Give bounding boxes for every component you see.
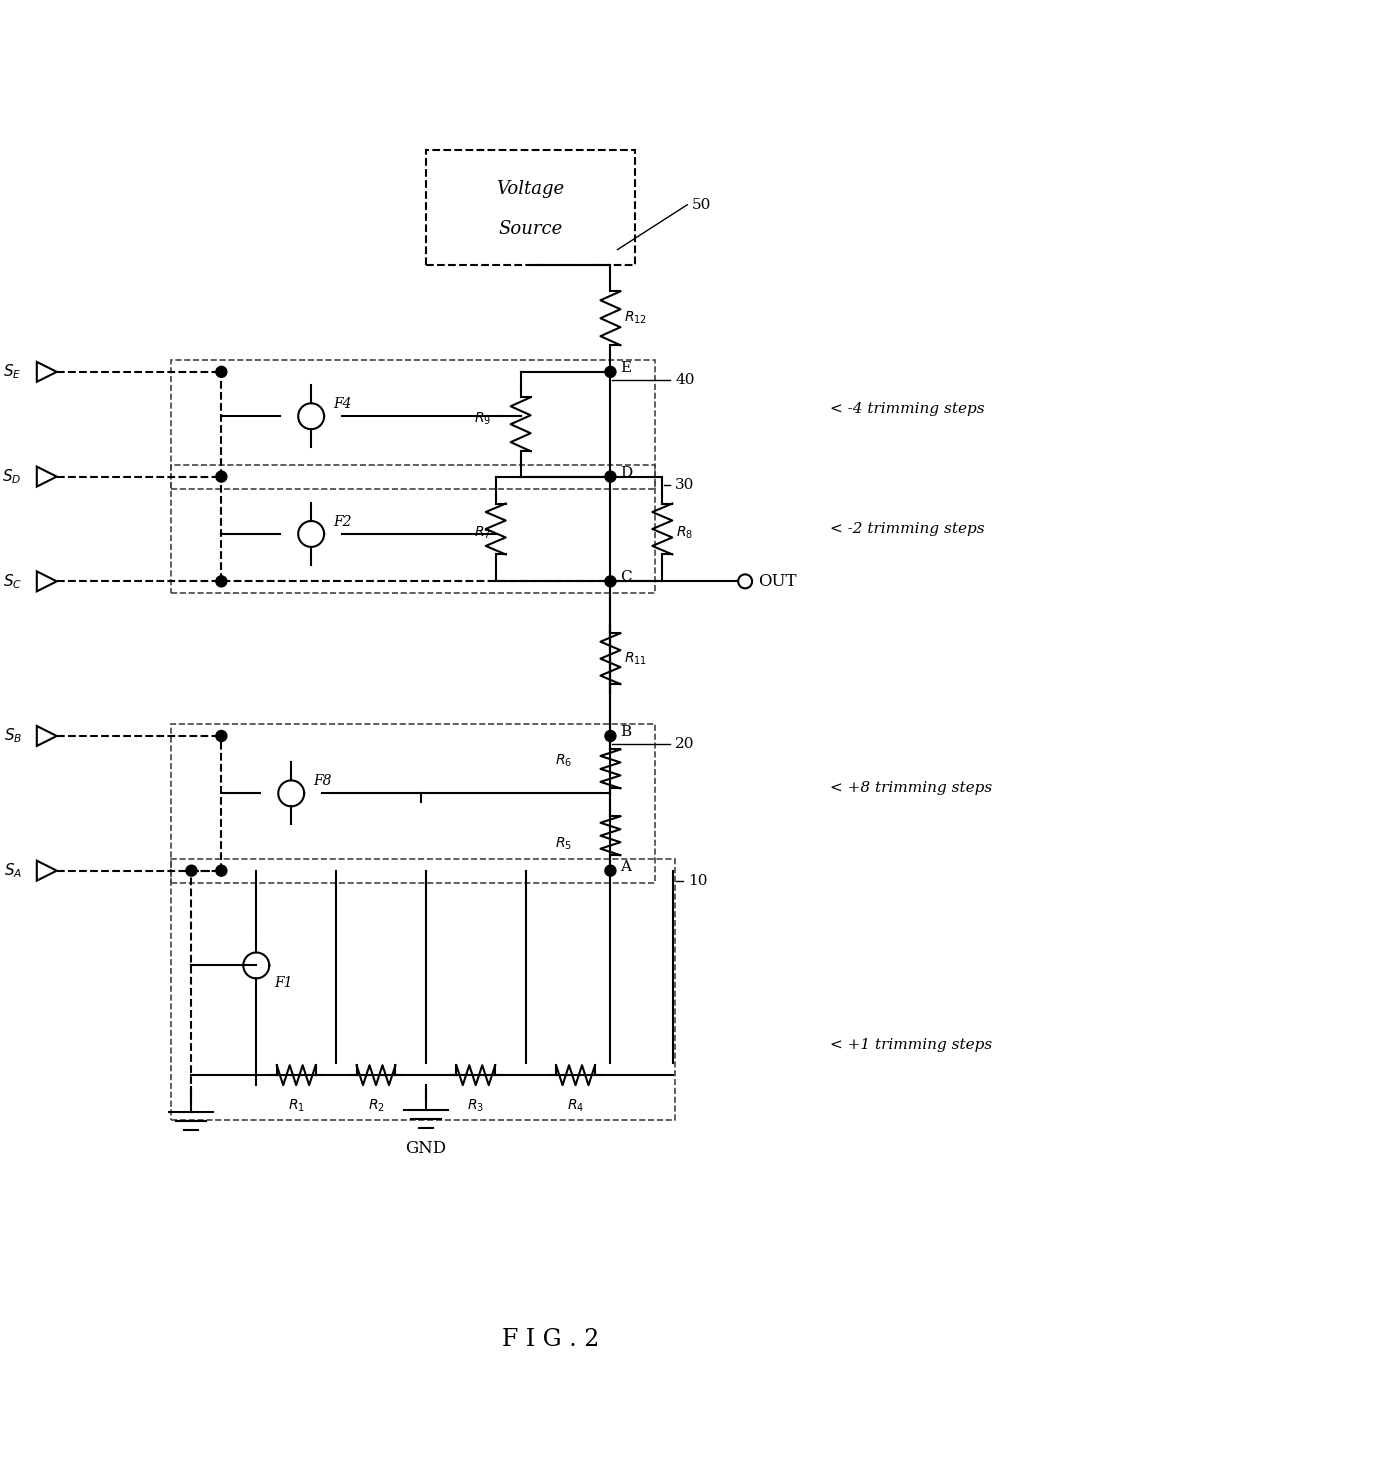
- Text: $R_3$: $R_3$: [467, 1097, 484, 1113]
- Text: D: D: [621, 466, 633, 479]
- Circle shape: [216, 576, 227, 587]
- Text: B: B: [621, 725, 632, 739]
- Circle shape: [216, 730, 227, 742]
- Circle shape: [605, 367, 616, 377]
- Text: $S_E$: $S_E$: [4, 362, 22, 381]
- Circle shape: [216, 367, 227, 377]
- Text: F8: F8: [314, 774, 332, 789]
- Circle shape: [605, 470, 616, 482]
- Text: 50: 50: [692, 197, 712, 212]
- Text: C: C: [621, 570, 632, 584]
- Text: < -4 trimming steps: < -4 trimming steps: [831, 402, 984, 416]
- Bar: [426, 150, 636, 264]
- Text: OUT: OUT: [759, 573, 796, 590]
- Text: Voltage: Voltage: [496, 180, 565, 199]
- Text: $R_5$: $R_5$: [556, 836, 572, 852]
- Bar: [171, 859, 676, 1121]
- Text: F4: F4: [333, 397, 351, 412]
- Text: F2: F2: [333, 514, 351, 529]
- Circle shape: [216, 865, 227, 877]
- Bar: [171, 359, 655, 488]
- Text: $R_7$: $R_7$: [474, 524, 491, 541]
- Circle shape: [605, 576, 616, 587]
- Text: $S_C$: $S_C$: [3, 573, 22, 590]
- Text: < +8 trimming steps: < +8 trimming steps: [831, 782, 992, 795]
- Text: $S_D$: $S_D$: [3, 468, 22, 487]
- Text: $R_9$: $R_9$: [474, 411, 491, 428]
- Text: 40: 40: [676, 373, 695, 387]
- Text: $R_6$: $R_6$: [556, 752, 572, 768]
- Text: F1: F1: [274, 976, 293, 991]
- Text: Source: Source: [499, 221, 562, 238]
- Text: $R_1$: $R_1$: [287, 1097, 304, 1113]
- Text: $S_A$: $S_A$: [4, 862, 22, 880]
- Text: 30: 30: [676, 478, 695, 491]
- Bar: [171, 725, 655, 882]
- Text: $R_8$: $R_8$: [676, 524, 694, 541]
- Text: 20: 20: [676, 736, 695, 751]
- Text: $R_{11}$: $R_{11}$: [625, 650, 648, 666]
- Circle shape: [605, 730, 616, 742]
- Text: GND: GND: [405, 1140, 446, 1157]
- Bar: [171, 465, 655, 593]
- Text: $R_2$: $R_2$: [368, 1097, 384, 1113]
- Text: $R_{12}$: $R_{12}$: [625, 310, 647, 326]
- Text: < -2 trimming steps: < -2 trimming steps: [831, 522, 984, 536]
- Text: 10: 10: [688, 874, 708, 888]
- Text: $R_4$: $R_4$: [567, 1097, 585, 1113]
- Circle shape: [605, 865, 616, 877]
- Text: < +1 trimming steps: < +1 trimming steps: [831, 1039, 992, 1052]
- Text: F I G . 2: F I G . 2: [502, 1328, 600, 1351]
- Text: A: A: [621, 859, 632, 874]
- Circle shape: [187, 865, 196, 877]
- Text: $S_B$: $S_B$: [4, 726, 22, 745]
- Circle shape: [216, 470, 227, 482]
- Text: E: E: [621, 361, 632, 375]
